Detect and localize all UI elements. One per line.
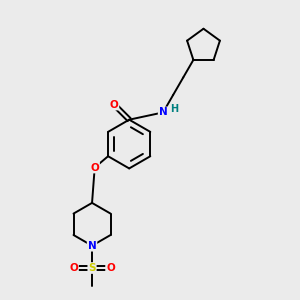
Text: S: S <box>88 263 96 273</box>
Text: O: O <box>69 263 78 273</box>
Text: O: O <box>106 263 115 273</box>
Text: N: N <box>159 107 167 117</box>
Text: H: H <box>170 104 178 115</box>
Text: O: O <box>90 163 99 172</box>
Text: O: O <box>110 100 118 110</box>
Text: N: N <box>88 241 96 251</box>
